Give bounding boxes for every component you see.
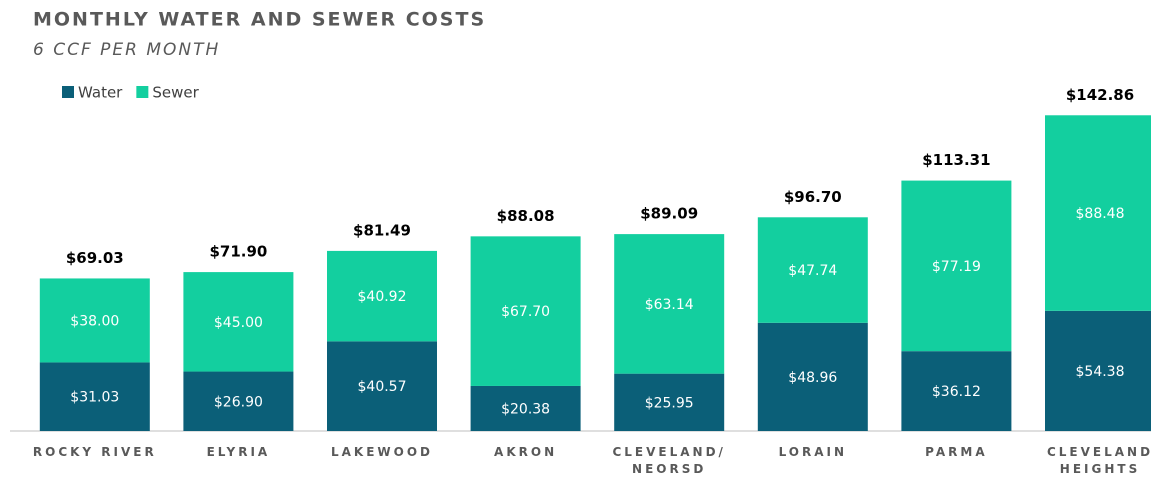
x-tick-label: CLEVELAND HEIGHTS <box>1047 445 1151 476</box>
legend-swatch <box>136 86 149 98</box>
total-label: $142.86 <box>1066 86 1134 104</box>
value-label: $31.03 <box>70 390 119 406</box>
legend-swatch <box>62 86 74 98</box>
bar-segment <box>1045 115 1151 311</box>
chart-subtitle: 6 CCF PER MONTH <box>33 40 220 60</box>
total-label: $96.70 <box>784 188 842 206</box>
value-label: $38.00 <box>70 313 119 329</box>
x-tick-label: ROCKY RIVER <box>33 445 157 459</box>
bar-segment <box>757 322 868 431</box>
value-label: $26.90 <box>214 394 263 410</box>
value-label: $40.92 <box>358 289 407 305</box>
bar-segment <box>757 217 868 323</box>
total-label: $113.31 <box>922 151 990 169</box>
bar-segment <box>470 385 581 431</box>
x-tick-label: AKRON <box>494 445 557 459</box>
total-label: $89.09 <box>640 205 698 223</box>
value-label: $54.38 <box>1076 364 1125 380</box>
legend-label: Sewer <box>152 84 199 102</box>
value-label: $77.19 <box>932 259 981 275</box>
value-label: $45.00 <box>214 315 263 331</box>
x-tick-label: LORAIN <box>779 445 847 459</box>
bar-segment <box>327 250 437 342</box>
bar-segment <box>614 373 725 431</box>
chart-title: MONTHLY WATER AND SEWER COSTS <box>33 9 486 31</box>
bar-segment <box>1045 310 1151 431</box>
total-label: $81.49 <box>353 221 411 239</box>
bar-segment <box>183 272 294 372</box>
bar-segment <box>470 236 581 386</box>
value-label: $67.70 <box>501 304 550 320</box>
bar-segment <box>183 371 294 431</box>
total-label: $71.90 <box>209 243 267 261</box>
bar-segment <box>39 362 150 431</box>
total-label: $88.08 <box>497 207 555 225</box>
value-label: $48.96 <box>788 370 837 386</box>
bar-segment <box>39 278 150 363</box>
total-label: $69.03 <box>66 249 124 267</box>
bar-segment <box>327 341 437 431</box>
value-label: $88.48 <box>1076 206 1125 222</box>
value-label: $63.14 <box>645 297 694 313</box>
value-label: $36.12 <box>932 384 981 400</box>
x-tick-label: PARMA <box>925 445 987 459</box>
bar-segment <box>901 180 1012 352</box>
value-label: $40.57 <box>358 379 407 395</box>
value-label: $25.95 <box>645 395 694 411</box>
bar-segment <box>901 351 1012 431</box>
value-label: $20.38 <box>501 401 550 417</box>
legend-label: Water <box>78 84 123 102</box>
bar-segment <box>614 234 725 374</box>
value-label: $47.74 <box>788 263 837 279</box>
x-tick-label: LAKEWOOD <box>331 445 433 459</box>
x-tick-label: CLEVELAND/NEORSD <box>612 445 725 476</box>
x-tick-label: ELYRIA <box>207 445 271 459</box>
